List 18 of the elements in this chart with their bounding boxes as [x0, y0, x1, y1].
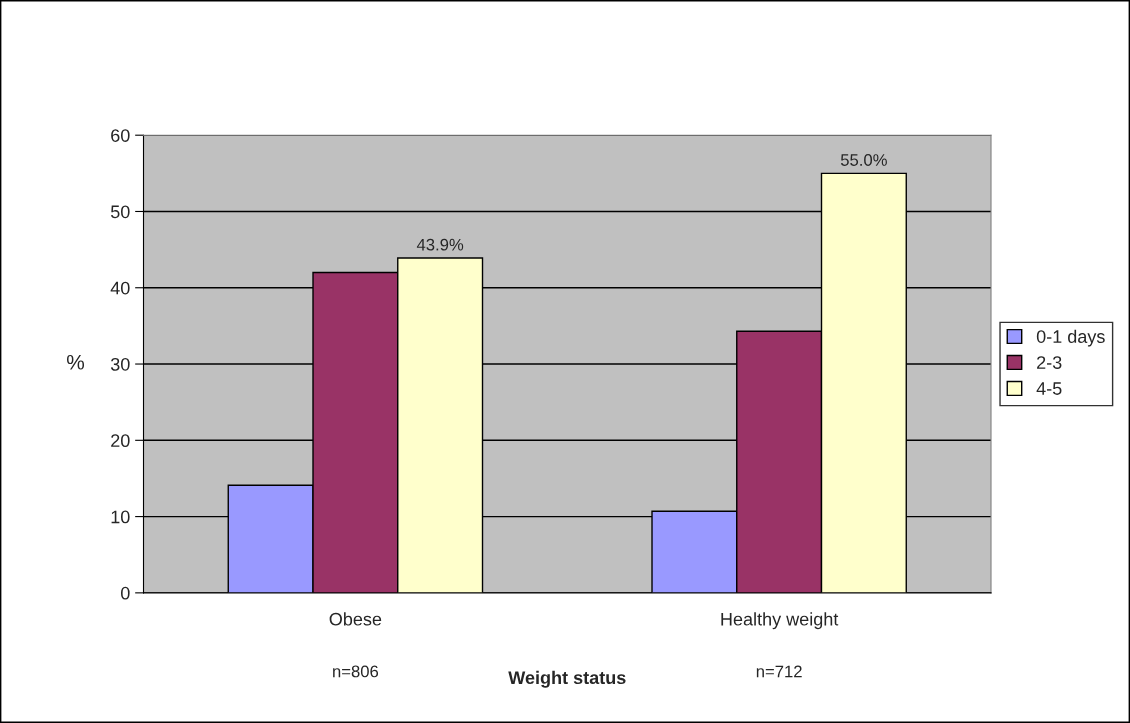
x-tick-label: Healthy weight [721, 612, 839, 630]
y-tick-label: 10 [111, 510, 130, 524]
text: n=712 [756, 665, 802, 678]
y-tick-label: 30 [110, 357, 130, 371]
legend-label: 4-5 [1036, 382, 1062, 395]
y-tick-label: 60 [111, 129, 130, 142]
text: n=806 [333, 665, 379, 678]
x-axis-title: Weight status [508, 670, 626, 688]
data-label: 43.9% [416, 238, 464, 251]
y-tick-label: 50 [110, 205, 130, 219]
data-label: 55.0% [840, 154, 887, 166]
y-tick-label: 0 [120, 586, 130, 600]
x-tick-label: Obese [329, 612, 382, 626]
y-tick-label: 20 [111, 434, 130, 448]
legend-label: 0-1 days [1036, 329, 1105, 347]
y-tick-label: 40 [110, 281, 130, 295]
legend-label: 2-3 [1037, 356, 1062, 369]
y-axis-title: % [66, 354, 85, 370]
